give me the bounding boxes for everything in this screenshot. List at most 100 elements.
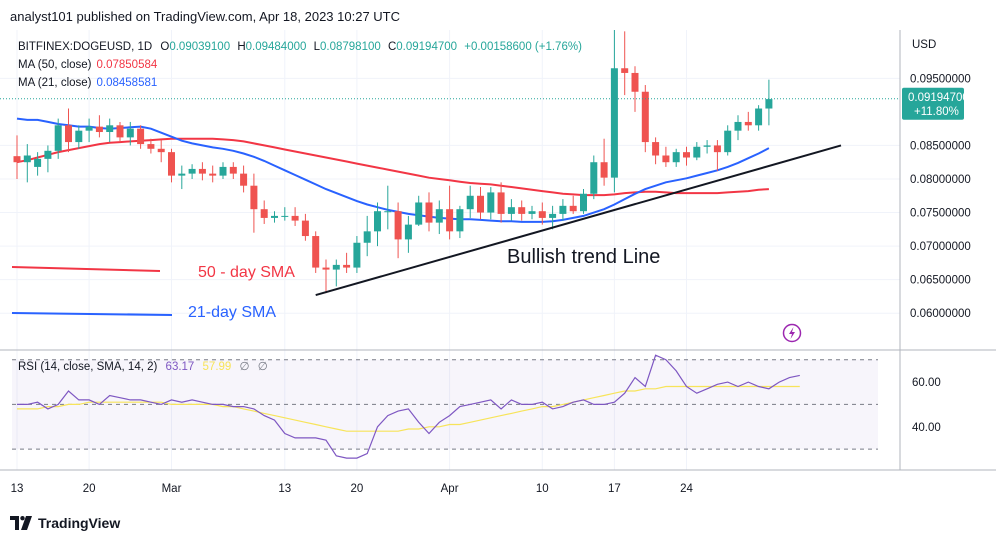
- candle: [507, 199, 515, 221]
- candle: [54, 118, 62, 159]
- candle: [240, 165, 248, 193]
- candle: [538, 202, 546, 225]
- candle-body: [147, 144, 155, 149]
- rsi-legend[interactable]: RSI (14, close, SMA, 14, 2) 63.17 57.99 …: [18, 361, 268, 373]
- candle: [301, 213, 309, 241]
- candle-body: [600, 162, 608, 178]
- candle-body: [23, 155, 31, 163]
- candle: [693, 142, 701, 161]
- legend-line: BITFINEX:DOGEUSD, 1D O0.09039100 H0.0948…: [18, 41, 582, 53]
- candle-body: [703, 145, 711, 147]
- candle-body: [538, 211, 546, 218]
- bullish-trend-line[interactable]: [315, 144, 842, 297]
- candle: [477, 187, 484, 220]
- candle: [683, 146, 690, 166]
- candle-body: [374, 211, 381, 232]
- candle-body: [291, 215, 299, 221]
- candle: [44, 145, 52, 173]
- candle-body: [271, 215, 278, 218]
- price-tick-label: 0.07500000: [910, 208, 971, 220]
- x-axis-ticks: 13 20 Mar 13 20 Apr 10 17 24: [11, 483, 694, 495]
- candle: [95, 115, 103, 138]
- candle: [13, 135, 21, 179]
- lightning-icon[interactable]: [782, 323, 802, 343]
- candle-body: [85, 126, 93, 131]
- candle-body: [590, 162, 598, 194]
- candle-body: [713, 145, 721, 153]
- candle-body: [188, 168, 196, 174]
- candle-body: [126, 128, 134, 138]
- candle: [332, 259, 340, 287]
- candle: [291, 207, 299, 226]
- rsi-band: [12, 359, 878, 450]
- legend-ma50[interactable]: MA (50, close) 0.07850584: [18, 59, 158, 71]
- price-axis-ticks: 0.09500000 0.08500000 0.08000000 0.07500000…: [910, 73, 971, 433]
- candle: [672, 148, 680, 167]
- candle-body: [240, 173, 248, 186]
- top-bar: analyst101 published on TradingView.com,…: [0, 0, 996, 30]
- candle-body: [724, 130, 732, 153]
- candle: [528, 205, 536, 220]
- price-tick-label: 0.07000000: [910, 241, 971, 253]
- time-tick-label: 13: [11, 483, 24, 495]
- candle-body: [343, 264, 351, 268]
- candle: [549, 205, 557, 230]
- candle-body: [384, 211, 392, 213]
- tradingview-logo-icon: [10, 516, 32, 530]
- candle: [662, 146, 670, 167]
- candle-body: [652, 142, 660, 156]
- legend-change: +0.00158600 (+1.76%): [464, 41, 582, 53]
- candle: [229, 162, 237, 179]
- candle-body: [353, 242, 361, 268]
- candle: [23, 144, 31, 183]
- candle: [559, 199, 567, 221]
- rsi-value: 63.17: [166, 361, 195, 373]
- time-tick-label: 10: [536, 483, 549, 495]
- candle: [363, 215, 371, 257]
- candle-body: [621, 68, 629, 73]
- candle-body: [662, 155, 670, 163]
- candle-body: [693, 146, 701, 158]
- candle-body: [765, 99, 773, 109]
- candle: [713, 140, 721, 171]
- candle-body: [477, 195, 484, 213]
- candle: [384, 185, 392, 230]
- candle: [446, 185, 454, 240]
- candle: [168, 148, 175, 183]
- candle: [641, 85, 649, 153]
- candle: [322, 259, 330, 294]
- candle: [744, 111, 752, 131]
- candle-body: [580, 193, 587, 212]
- candle: [734, 115, 742, 141]
- candle: [312, 231, 320, 273]
- legend-open-value: 0.09039100: [169, 41, 230, 53]
- candle: [456, 205, 464, 239]
- candle-body: [106, 125, 114, 133]
- candle-body: [518, 207, 526, 214]
- candle: [404, 215, 412, 253]
- candle: [137, 125, 145, 149]
- candle-body: [672, 152, 680, 163]
- time-tick-label: 13: [278, 483, 291, 495]
- candle: [703, 140, 711, 154]
- legend-ma21[interactable]: MA (21, close) 0.08458581: [18, 77, 157, 89]
- legend-close-value: 0.09194700: [396, 41, 457, 53]
- legend-low-label: L: [314, 41, 321, 53]
- candle-body: [363, 231, 371, 243]
- candle: [271, 211, 278, 223]
- candle-body: [446, 209, 454, 232]
- legend-open-label: O: [160, 41, 169, 53]
- candle: [466, 185, 474, 218]
- candle-body: [178, 173, 186, 176]
- candle-body: [683, 152, 690, 158]
- candle-body: [54, 125, 62, 151]
- candle: [353, 236, 361, 273]
- time-tick-label: Apr: [441, 483, 459, 495]
- candle: [188, 164, 196, 179]
- rsi-null-2: ∅: [258, 361, 268, 373]
- candle: [652, 137, 660, 165]
- candle-body: [456, 209, 464, 232]
- candle: [569, 195, 577, 214]
- time-tick-label: Mar: [162, 483, 182, 495]
- sma21-label: 21-day SMA: [188, 304, 276, 321]
